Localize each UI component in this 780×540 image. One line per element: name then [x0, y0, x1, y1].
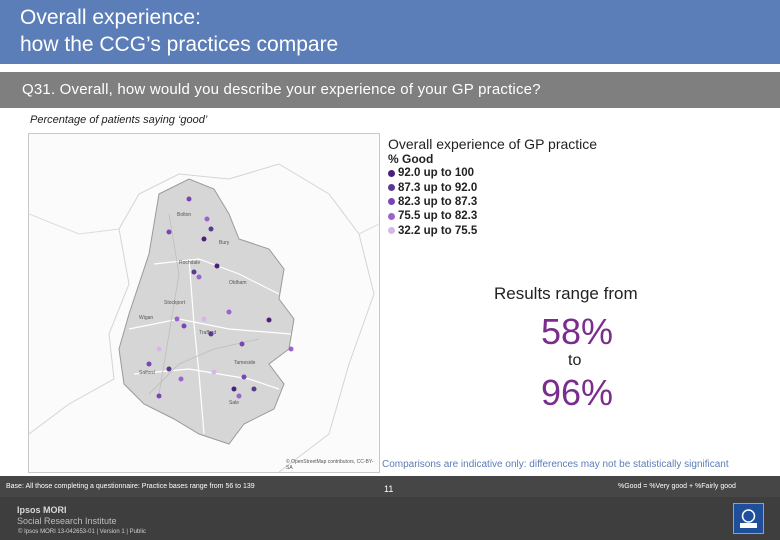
results-to: to: [568, 352, 582, 369]
legend-subtitle: % Good: [388, 152, 434, 166]
borough-line-2: [128, 318, 292, 335]
legend-item: 82.3 up to 87.3: [388, 195, 597, 209]
practice-marker: [201, 316, 207, 322]
ipsos-logo-graphic: [740, 509, 757, 528]
practice-marker: [241, 374, 247, 380]
practice-marker: [196, 274, 202, 280]
practice-marker: [174, 316, 180, 322]
practice-marker: [181, 323, 187, 329]
borough-line-3: [188, 258, 205, 435]
practice-marker: [146, 361, 152, 367]
comparison-disclaimer: Comparisons are indicative only: differe…: [382, 459, 729, 470]
legend-label: 92.0 up to 100: [398, 167, 475, 180]
legend-item: 92.0 up to 100: [388, 166, 597, 180]
results-max: 96%: [541, 372, 614, 413]
map-credit: © OpenStreetMap contributors, CC-BY-SA: [286, 459, 374, 471]
results-intro: Results range from: [494, 284, 638, 303]
legend-swatch-icon: [388, 212, 395, 220]
copyright-text: © Ipsos MORI 13-042653-01 | Version 1 | …: [18, 529, 146, 535]
place-label: Sale: [229, 400, 239, 406]
practice-marker: [239, 341, 245, 347]
title-line-1: Overall experience:: [20, 6, 201, 29]
ccg-region: [118, 178, 295, 445]
legend-item: 87.3 up to 92.0: [388, 180, 597, 194]
legend-label: 87.3 up to 92.0: [398, 181, 478, 194]
base-note: Base: All those completing a questionnai…: [6, 483, 255, 490]
page-number: 11: [384, 484, 394, 494]
road-line-2: [158, 213, 180, 395]
legend-label: 82.3 up to 87.3: [398, 195, 478, 208]
practice-marker: [166, 366, 172, 372]
legend-label: 75.5 up to 82.3: [398, 210, 478, 223]
good-definition: %Good = %Very good + %Fairly good: [618, 483, 736, 490]
practice-marker: [214, 263, 220, 269]
borough-line-4: [133, 368, 280, 390]
footer: [0, 497, 780, 540]
question-text: Q31. Overall, how would you describe you…: [22, 81, 541, 98]
map-graphic: Bolton Bury Rochdale Oldham Stockport Wi…: [29, 163, 379, 472]
practice-marker: [211, 369, 217, 375]
legend-item: 32.2 up to 75.5: [388, 224, 597, 238]
practice-marker: [178, 376, 184, 382]
practice-marker: [226, 309, 232, 315]
place-label: Bolton: [177, 212, 191, 218]
title-line-2: how the CCG’s practices compare: [20, 33, 339, 56]
practice-marker: [288, 346, 294, 352]
legend-swatch-icon: [388, 184, 395, 192]
legend-item: 75.5 up to 82.3: [388, 209, 597, 223]
legend-label: 32.2 up to 75.5: [398, 224, 478, 237]
practice-marker: [156, 346, 162, 352]
legend-title: Overall experience of GP practice: [388, 136, 598, 152]
practice-marker: [191, 269, 197, 275]
legend-swatch-icon: [388, 198, 395, 206]
ipsos-logo-icon: [733, 503, 764, 534]
practice-marker: [236, 393, 242, 399]
map-outer-boundary: [29, 163, 375, 472]
results-min: 58%: [541, 311, 614, 352]
place-label: Bury: [219, 240, 230, 246]
ccg-map: Bolton Bury Rochdale Oldham Stockport Wi…: [28, 133, 380, 473]
practice-marker: [251, 386, 257, 392]
practice-marker: [208, 226, 214, 232]
practice-marker: [201, 236, 207, 242]
place-label: Rochdale: [179, 260, 200, 266]
practice-markers: [146, 196, 294, 399]
practice-marker: [231, 386, 237, 392]
place-label: Stockport: [164, 300, 186, 306]
place-label: Trafford: [199, 330, 216, 336]
title-banner: Overall experience: how the CCG’s practi…: [0, 0, 780, 64]
footer-base-bar: [0, 476, 780, 497]
practice-marker: [166, 229, 172, 235]
place-label: Tameside: [234, 360, 256, 366]
legend-swatch-icon: [388, 227, 395, 235]
page-title: Overall experience: how the CCG’s practi…: [20, 4, 338, 58]
place-label: Salford: [139, 370, 155, 376]
chart-subtitle: Percentage of patients saying ‘good’: [30, 114, 208, 126]
practice-marker: [204, 216, 210, 222]
practice-marker: [186, 196, 192, 202]
road-line-1: [148, 338, 260, 395]
place-label: Oldham: [229, 280, 247, 286]
map-boundary-line-2: [358, 223, 379, 235]
brand-subline: Social Research Institute: [17, 516, 117, 526]
map-legend: Overall experience of GP practice % Good…: [388, 136, 597, 238]
legend-swatch-icon: [388, 169, 395, 177]
place-label: Wigan: [139, 315, 153, 321]
practice-marker: [156, 393, 162, 399]
brand-logo: Ipsos MORI: [17, 505, 67, 515]
question-banner: Q31. Overall, how would you describe you…: [0, 72, 780, 108]
practice-marker: [208, 331, 214, 337]
practice-marker: [266, 317, 272, 323]
map-boundary-line: [29, 213, 120, 235]
